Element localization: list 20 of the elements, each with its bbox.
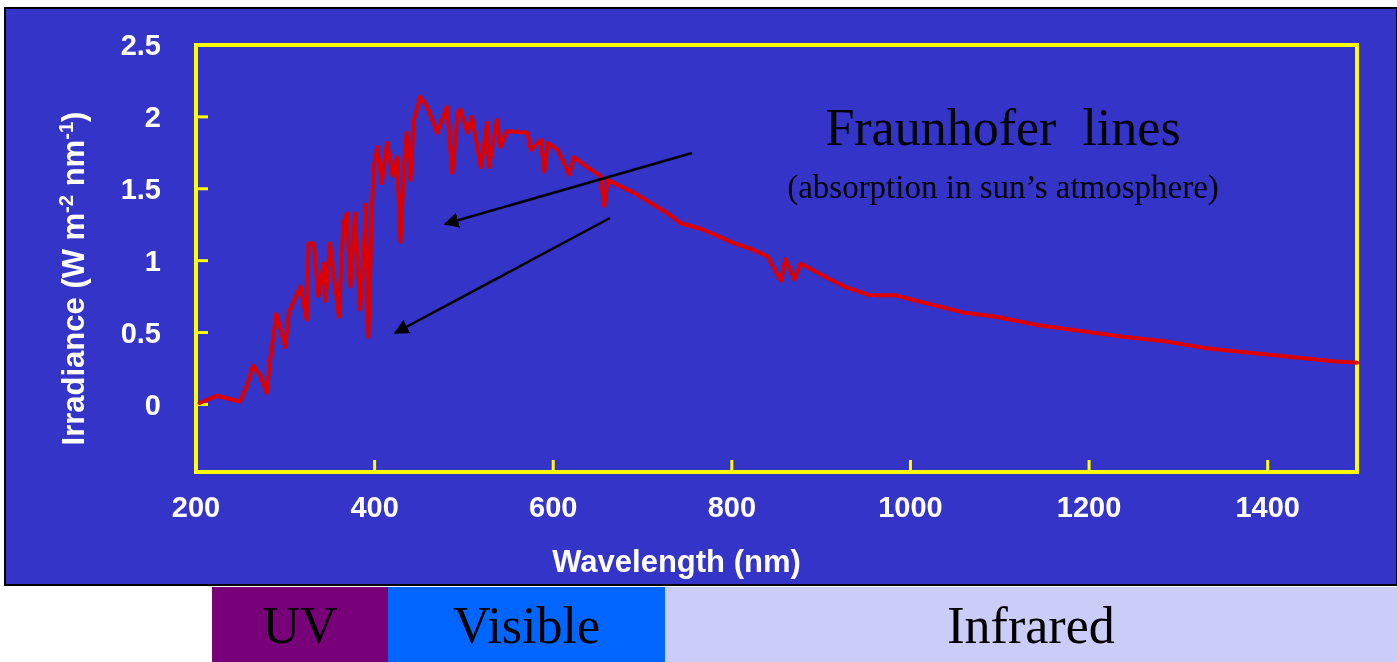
line-series bbox=[197, 94, 1359, 405]
y-tick-label: 2.5 bbox=[120, 29, 161, 62]
y-tick-label: 0 bbox=[144, 388, 161, 421]
annotation: (absorption in sun’s atmosphere) bbox=[787, 169, 1219, 206]
y-tick-label: 1 bbox=[144, 244, 161, 277]
x-tick-label: 800 bbox=[707, 491, 757, 523]
x-axis-title: Wavelength (nm) bbox=[552, 544, 801, 579]
x-tick-label: 1000 bbox=[878, 491, 943, 523]
x-tick-label: 1400 bbox=[1235, 491, 1300, 523]
x-tick-label: 400 bbox=[350, 491, 399, 523]
x-tick-label: 1200 bbox=[1056, 491, 1122, 523]
y-tick-label: 2 bbox=[144, 101, 161, 134]
x-tick-label: 600 bbox=[529, 491, 578, 523]
y-tick-label: 1.5 bbox=[120, 172, 161, 205]
text: UV bbox=[262, 597, 338, 654]
text: Infrared bbox=[947, 597, 1115, 654]
y-tick-label: 0.5 bbox=[120, 316, 161, 349]
annotation: Fraunhofer lines bbox=[825, 99, 1181, 156]
text: Visible bbox=[452, 597, 601, 654]
x-tick-label: 200 bbox=[171, 491, 221, 523]
